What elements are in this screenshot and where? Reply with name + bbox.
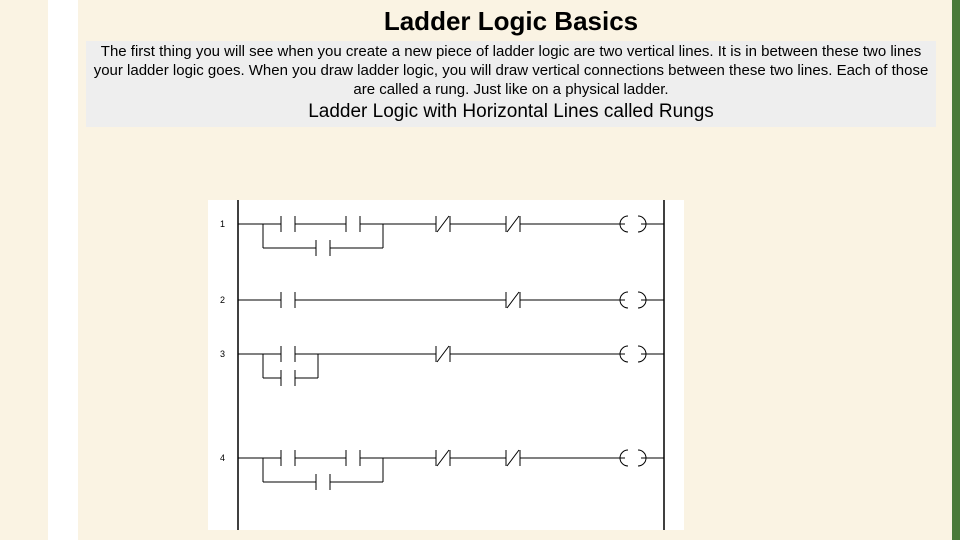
accent-bar [952, 0, 960, 540]
slide-title: Ladder Logic Basics [82, 6, 940, 37]
slide-subtitle: Ladder Logic with Horizontal Lines calle… [92, 101, 930, 123]
slide-content: Ladder Logic Basics The first thing you … [82, 6, 940, 127]
svg-text:2: 2 [220, 295, 225, 305]
svg-text:1: 1 [220, 219, 225, 229]
body-textbox: The first thing you will see when you cr… [86, 41, 936, 127]
ladder-diagram: 1 2 3 4 [208, 200, 684, 530]
scallop-decoration [48, 0, 78, 540]
body-text: The first thing you will see when you cr… [92, 43, 930, 99]
svg-text:4: 4 [220, 453, 225, 463]
svg-text:3: 3 [220, 349, 225, 359]
